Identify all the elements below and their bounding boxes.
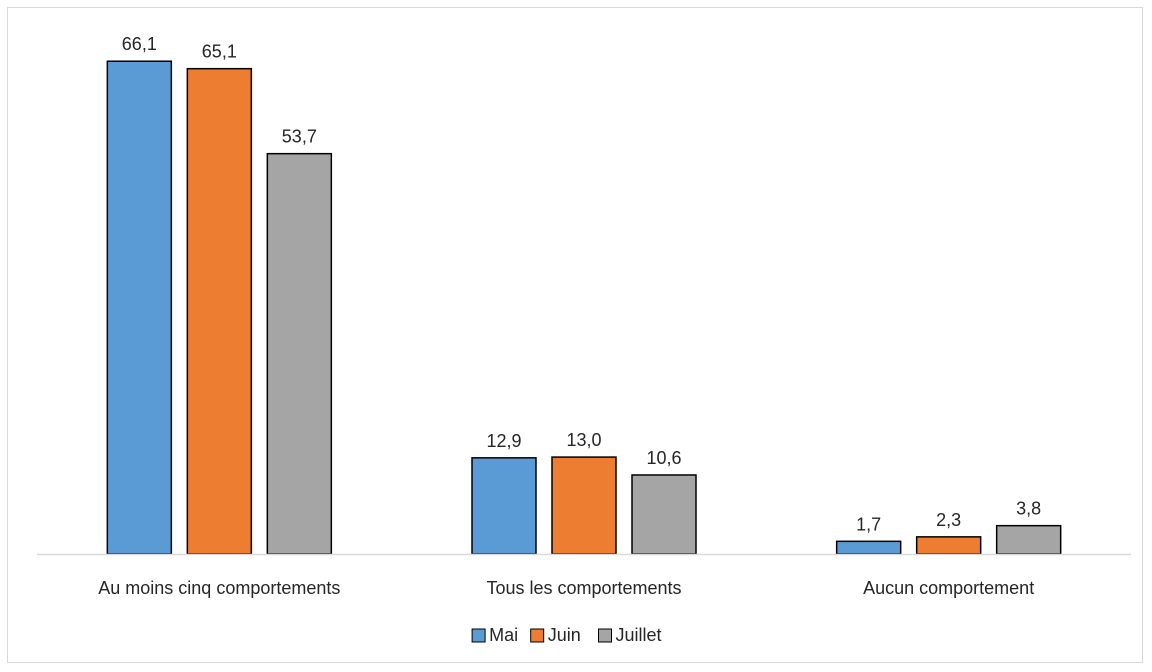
legend-label-juillet: Juillet (616, 625, 662, 645)
legend-swatch-mai (471, 628, 486, 643)
data-label-juin-tous-les-comportements: 13,0 (566, 430, 601, 450)
legend-swatch-juillet (598, 628, 612, 643)
data-label-juin-aucun-comportement: 2,3 (936, 510, 961, 530)
legend-swatch-juin (530, 628, 545, 643)
data-label-juillet-au-moins-cinq-comportements: 53,7 (282, 127, 317, 147)
data-label-mai-au-moins-cinq-comportements: 66,1 (122, 34, 157, 54)
data-label-juillet-aucun-comportement: 3,8 (1016, 499, 1041, 519)
bar-mai-tous-les-comportements (471, 457, 537, 555)
data-label-mai-tous-les-comportements: 12,9 (486, 431, 521, 451)
bar-juin-aucun-comportement (915, 536, 982, 555)
bar-mai-au-moins-cinq-comportements (106, 60, 173, 555)
bar-juillet-aucun-comportement (995, 524, 1062, 555)
legend-label-mai: Mai (489, 625, 518, 645)
category-label-au-moins-cinq-comportements: Au moins cinq comportements (98, 578, 340, 598)
bar-mai-aucun-comportement (835, 540, 902, 555)
data-label-mai-aucun-comportement: 1,7 (856, 514, 881, 534)
bar-juillet-tous-les-comportements (631, 474, 697, 555)
data-label-juin-au-moins-cinq-comportements: 65,1 (202, 42, 237, 62)
category-label-tous-les-comportements: Tous les comportements (486, 578, 681, 598)
data-label-juillet-tous-les-comportements: 10,6 (646, 448, 681, 468)
legend: Mai Juin Juillet (471, 625, 662, 645)
bar-juillet-au-moins-cinq-comportements (266, 152, 333, 555)
legend-label-juin: Juin (548, 625, 581, 645)
bar-juin-au-moins-cinq-comportements (186, 67, 253, 555)
bar-juin-tous-les-comportements (551, 456, 617, 555)
category-label-aucun-comportement: Aucun comportement (863, 578, 1034, 598)
